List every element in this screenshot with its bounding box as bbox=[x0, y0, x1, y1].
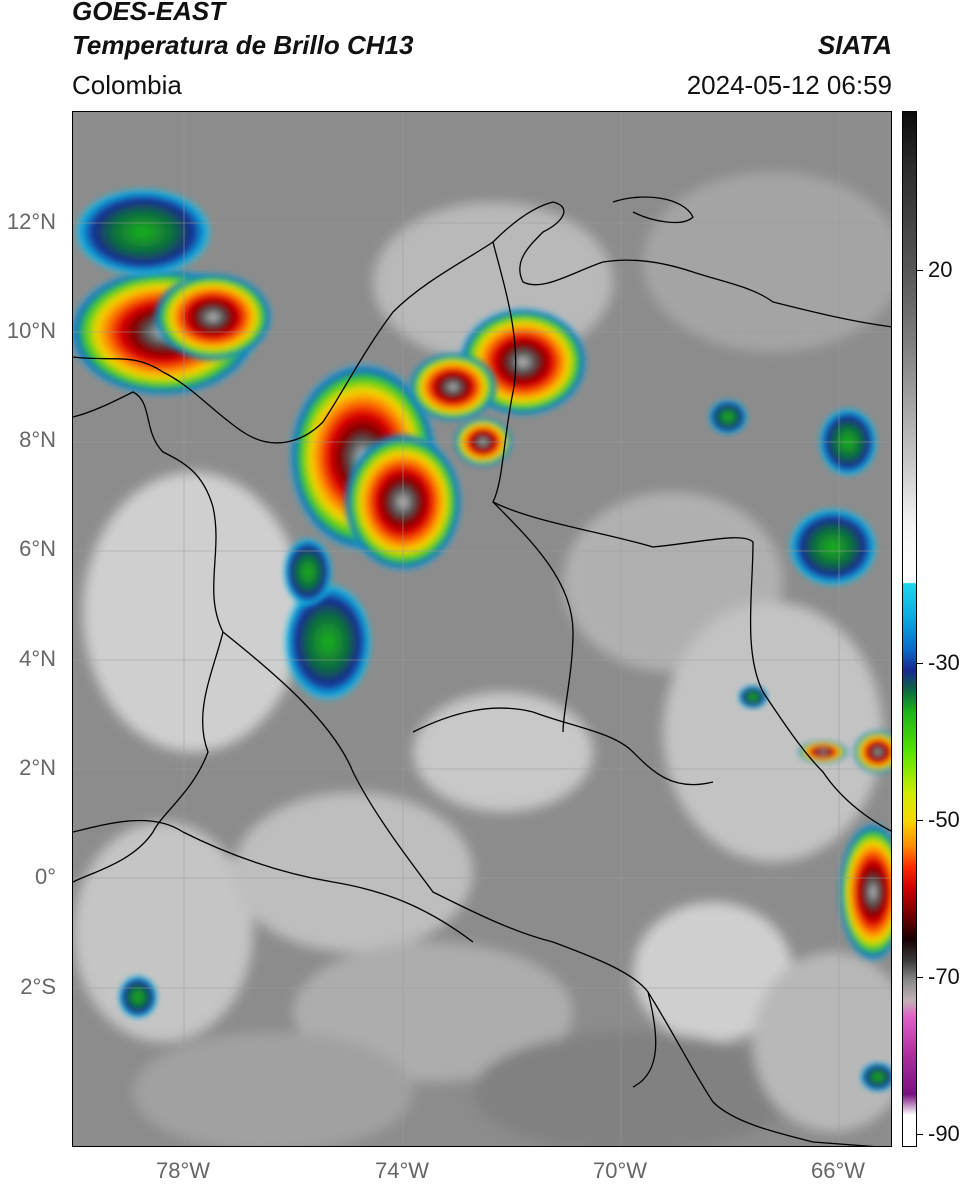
region-label: Colombia bbox=[72, 70, 182, 100]
internal-border-2 bbox=[492, 501, 574, 733]
organization-label: SIATA bbox=[817, 30, 892, 60]
lat-label: 2°S bbox=[20, 974, 56, 999]
lon-label: 66°W bbox=[810, 1158, 866, 1183]
colorbar-tick bbox=[917, 663, 923, 664]
lat-label: 6°N bbox=[19, 536, 56, 561]
lat-label: 12°N bbox=[6, 209, 56, 234]
brazil-border bbox=[647, 991, 876, 1146]
cloud-texture bbox=[73, 172, 891, 1146]
colorbar-label: -70 bbox=[928, 964, 960, 989]
temperature-colorbar bbox=[902, 111, 917, 1147]
borders bbox=[73, 196, 891, 1146]
colorbar-label: -90 bbox=[928, 1121, 960, 1146]
lat-label: 4°N bbox=[19, 646, 56, 671]
colorbar-label: -50 bbox=[928, 807, 960, 832]
colorbar-label: -30 bbox=[928, 650, 960, 675]
ecuador-peru-border bbox=[73, 819, 474, 943]
satellite-map bbox=[72, 111, 892, 1147]
lat-label: 10°N bbox=[6, 318, 56, 343]
internal-border bbox=[412, 707, 714, 786]
colorbar-label: 20 bbox=[928, 257, 953, 282]
colorbar-tick bbox=[917, 820, 923, 821]
lon-label: 70°W bbox=[592, 1158, 648, 1183]
colorbar-tick bbox=[917, 1134, 923, 1135]
colorbar-tick bbox=[917, 977, 923, 978]
colorbar-tick bbox=[917, 270, 923, 271]
lat-label: 8°N bbox=[19, 427, 56, 452]
island bbox=[612, 196, 694, 224]
lat-label: 0° bbox=[34, 864, 56, 889]
map-canvas bbox=[73, 112, 891, 1146]
lon-label: 74°W bbox=[374, 1158, 430, 1183]
lat-label: 2°N bbox=[19, 755, 56, 780]
graticule bbox=[73, 112, 891, 1146]
lon-label: 78°W bbox=[155, 1158, 211, 1183]
colombia-venezuela-border bbox=[492, 241, 891, 832]
timestamp-label: 2024-05-12 06:59 bbox=[686, 70, 892, 100]
satellite-title: GOES-EAST bbox=[72, 0, 226, 26]
caribbean-coast bbox=[73, 201, 891, 444]
product-title: Temperatura de Brillo CH13 bbox=[72, 30, 414, 60]
